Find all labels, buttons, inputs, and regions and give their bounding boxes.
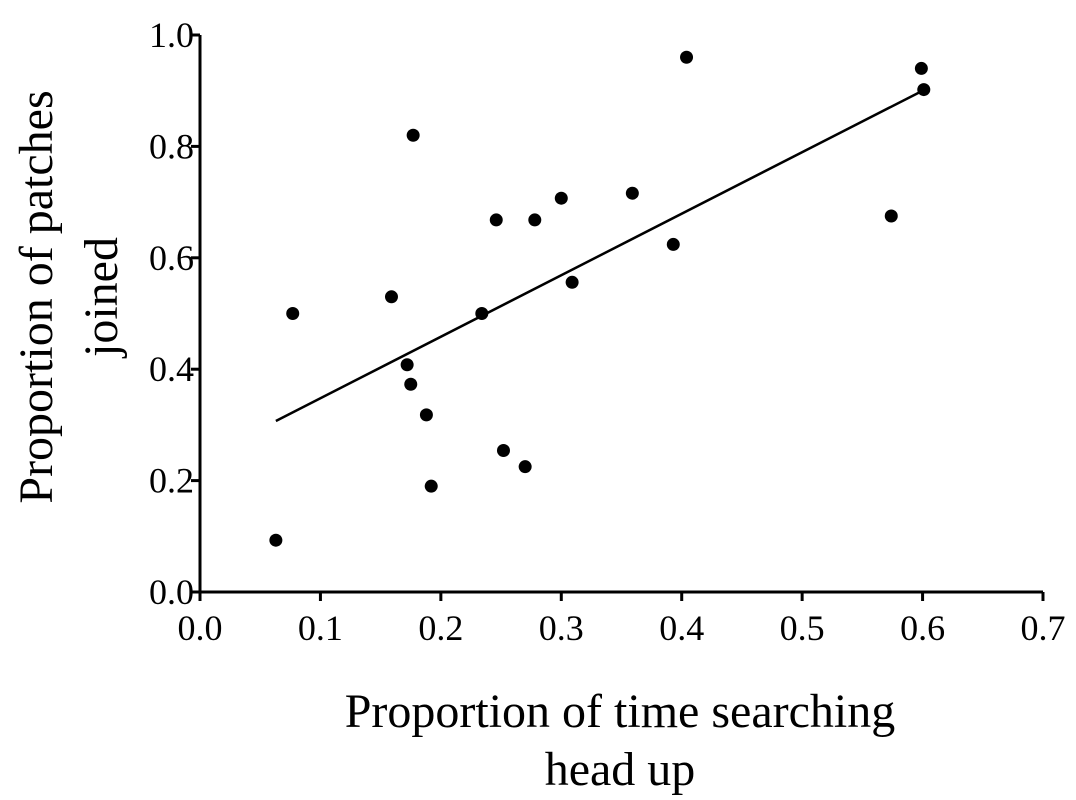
- data-point: [400, 358, 414, 372]
- data-point: [914, 61, 928, 75]
- x-axis-title-line-1: Proportion of time searching: [345, 685, 896, 738]
- data-point: [917, 83, 931, 97]
- data-point: [554, 191, 568, 205]
- data-point: [666, 237, 680, 251]
- data-point: [625, 186, 639, 200]
- data-point: [565, 275, 579, 289]
- y-axis-ticks: 0.0 0.2 0.4 0.6 0.8 1.0: [149, 15, 200, 612]
- data-point: [404, 377, 418, 391]
- axes: [198, 35, 1043, 594]
- y-axis-title-line-1: Proportion of patches: [10, 90, 63, 503]
- x-tick-label: 0.7: [1021, 608, 1066, 648]
- data-point: [286, 307, 300, 320]
- x-tick-label: 0.3: [539, 608, 584, 648]
- x-tick-label: 0.0: [178, 608, 223, 648]
- data-points: [269, 50, 931, 547]
- data-point: [489, 213, 503, 227]
- data-point: [269, 533, 283, 547]
- x-axis-ticks: 0.0 0.1 0.2 0.3 0.4 0.5 0.6 0.7: [178, 592, 1066, 648]
- y-tick-label: 0.2: [149, 461, 194, 501]
- data-point: [496, 444, 510, 458]
- data-point: [528, 213, 542, 227]
- x-tick-label: 0.2: [418, 608, 463, 648]
- data-point: [680, 50, 694, 64]
- data-point: [518, 460, 532, 474]
- x-tick-label: 0.4: [659, 608, 704, 648]
- regression-line: [275, 89, 924, 423]
- data-point: [419, 408, 433, 422]
- y-tick-label: 0.6: [149, 238, 194, 278]
- x-tick-label: 0.5: [780, 608, 825, 648]
- y-tick-label: 0.0: [149, 572, 194, 612]
- y-tick-label: 1.0: [149, 15, 194, 55]
- x-axis-title-line-2: head up: [545, 743, 696, 796]
- x-tick-label: 0.1: [298, 608, 343, 648]
- data-point: [424, 479, 438, 493]
- data-point: [406, 128, 420, 142]
- trend-line-group: [275, 89, 924, 423]
- y-tick-label: 0.8: [149, 126, 194, 166]
- data-point: [384, 290, 398, 304]
- data-point: [475, 307, 489, 320]
- y-axis-title-line-2: joined: [75, 237, 128, 359]
- x-tick-label: 0.6: [900, 608, 945, 648]
- y-tick-label: 0.4: [149, 349, 194, 389]
- data-point: [884, 209, 898, 223]
